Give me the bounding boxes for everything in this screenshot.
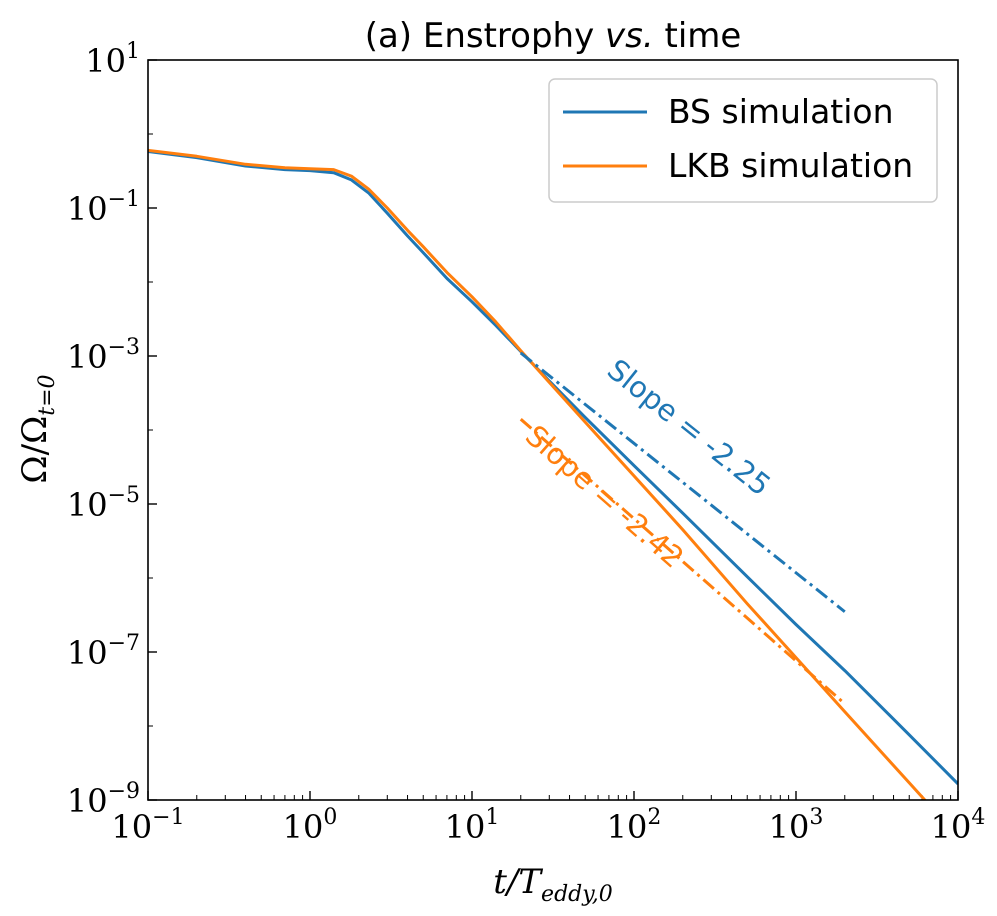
x-tick-label-base: 10 bbox=[931, 808, 972, 846]
chart-title-italic: vs. bbox=[605, 16, 654, 56]
legend-label-lkb: LKB simulation bbox=[668, 146, 913, 185]
y-tick-label-exp: −9 bbox=[108, 779, 140, 804]
y-tick-label: 10−3 bbox=[67, 335, 140, 376]
y-tick-label: 101 bbox=[85, 39, 140, 80]
y-tick-label-base: 10 bbox=[67, 486, 108, 524]
legend-label-bs: BS simulation bbox=[668, 92, 894, 131]
y-tick-label-exp: −5 bbox=[108, 483, 140, 508]
x-tick-label: 100 bbox=[283, 805, 338, 846]
x-tick-label-base: 10 bbox=[445, 808, 486, 846]
y-tick-label: 10−7 bbox=[67, 631, 140, 672]
x-tick-label-exp: −1 bbox=[152, 805, 184, 830]
y-tick-label-exp: −7 bbox=[108, 631, 140, 656]
y-tick-label: 10−5 bbox=[67, 483, 140, 524]
y-tick-label-base: 10 bbox=[85, 42, 126, 80]
x-tick-label-exp: 4 bbox=[971, 805, 985, 830]
x-axis-label-sub: eddy,0 bbox=[541, 882, 613, 907]
y-tick-label-exp: 1 bbox=[126, 39, 140, 64]
y-tick-label: 10−1 bbox=[67, 187, 140, 228]
y-tick-label-base: 10 bbox=[67, 634, 108, 672]
reference-line-lkb bbox=[519, 418, 846, 705]
axis-ticks: 10−1 100 101 102 103 10410−910−710−510−310−11… bbox=[67, 39, 986, 846]
y-tick-label-base: 10 bbox=[67, 782, 108, 820]
x-axis-label-base: t/T bbox=[493, 862, 543, 902]
series-line-lkb bbox=[148, 148, 927, 800]
axes-frame bbox=[147, 59, 959, 801]
chart-title: (a) Enstrophy vs. time bbox=[365, 16, 742, 56]
x-tick-label: 102 bbox=[607, 805, 662, 846]
legend-box bbox=[548, 78, 938, 203]
y-axis-label-sub: t=0 bbox=[35, 374, 60, 415]
x-tick-label: 101 bbox=[445, 805, 500, 846]
x-tick-label-exp: 3 bbox=[809, 805, 823, 830]
x-tick-label: 103 bbox=[769, 805, 824, 846]
x-tick-label-base: 10 bbox=[111, 808, 152, 846]
x-tick-label-exp: 1 bbox=[485, 805, 499, 830]
x-tick-label-base: 10 bbox=[769, 808, 810, 846]
x-tick-label-exp: 2 bbox=[647, 805, 661, 830]
legend: BS simulation LKB simulation bbox=[548, 78, 938, 203]
x-axis-label: t/Teddy,0 bbox=[493, 862, 612, 907]
y-tick-label-exp: −3 bbox=[108, 335, 140, 360]
reference-lines bbox=[519, 351, 846, 705]
y-axis-label-base: Ω/Ω bbox=[15, 416, 55, 484]
y-axis-label: Ω/Ωt=0 bbox=[15, 374, 60, 483]
x-tick-label-exp: 0 bbox=[323, 805, 337, 830]
series-line-bs bbox=[148, 150, 958, 785]
y-tick-label-base: 10 bbox=[67, 338, 108, 376]
x-tick-label-base: 10 bbox=[607, 808, 648, 846]
y-tick-label-base: 10 bbox=[67, 190, 108, 228]
series-lines bbox=[148, 148, 958, 800]
y-tick-label-exp: −1 bbox=[108, 187, 140, 212]
reference-line-bs bbox=[519, 351, 846, 613]
chart-title-prefix: (a) Enstrophy bbox=[365, 16, 605, 56]
x-tick-label-base: 10 bbox=[283, 808, 324, 846]
chart-title-suffix: time bbox=[654, 16, 742, 56]
x-tick-label: 10−1 bbox=[111, 805, 184, 846]
x-tick-label: 104 bbox=[931, 805, 986, 846]
y-tick-label: 10−9 bbox=[67, 779, 140, 820]
